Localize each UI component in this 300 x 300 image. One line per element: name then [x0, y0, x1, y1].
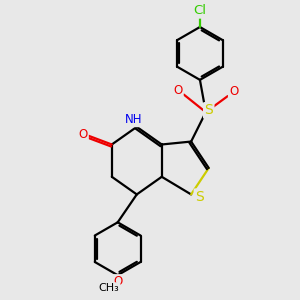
Text: S: S: [204, 103, 213, 117]
Text: O: O: [229, 85, 238, 98]
Text: S: S: [195, 190, 204, 204]
Text: O: O: [173, 84, 182, 97]
Text: CH₃: CH₃: [98, 284, 119, 293]
Text: O: O: [113, 275, 122, 288]
Text: Cl: Cl: [194, 4, 206, 17]
Text: O: O: [78, 128, 88, 141]
Text: NH: NH: [125, 113, 142, 126]
